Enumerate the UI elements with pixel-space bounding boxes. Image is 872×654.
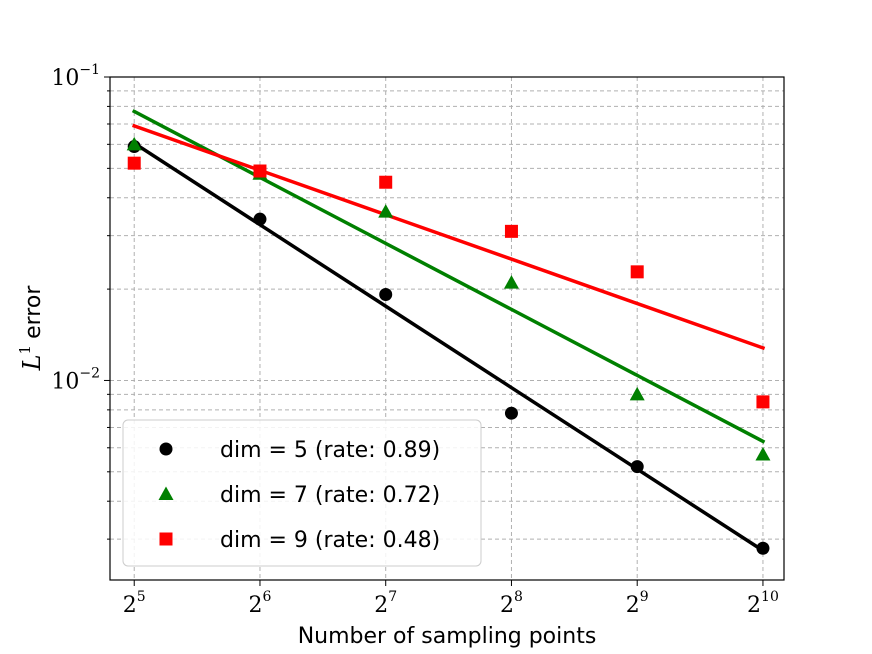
legend-marker-0 xyxy=(159,442,173,456)
legend-marker-2 xyxy=(159,532,173,546)
x-axis-title: Number of sampling points xyxy=(298,624,597,649)
data-point-series-1 xyxy=(378,204,394,218)
fit-line-series-0 xyxy=(131,140,766,554)
y-axis-title: L1 error xyxy=(16,285,46,372)
legend-box xyxy=(122,419,482,567)
data-point-series-2 xyxy=(630,265,644,279)
data-point-series-1 xyxy=(755,447,771,461)
data-point-series-2 xyxy=(756,395,770,409)
y-axis-ticks: 10−1 10−2 xyxy=(51,62,110,540)
legend-label-1: dim = 7 (rate: 0.72) xyxy=(220,483,440,508)
fit-line-series-2 xyxy=(131,123,766,351)
plot-frame xyxy=(109,76,785,581)
x-tick-label: 27 xyxy=(374,589,397,618)
legend-label-2: dim = 9 (rate: 0.48) xyxy=(220,528,440,553)
x-tick-label: 210 xyxy=(747,589,779,618)
x-tick-label: 29 xyxy=(626,589,649,618)
data-point-series-2 xyxy=(253,164,267,178)
data-point-series-1 xyxy=(503,275,519,289)
y-axis-title-base: L xyxy=(18,354,46,371)
fit-line-series-1 xyxy=(131,109,766,444)
svg-text:L1error: L1 error xyxy=(16,285,46,372)
y-tick-label: 10−1 xyxy=(51,62,100,91)
data-point-series-0 xyxy=(253,212,267,226)
data-point-series-2 xyxy=(504,224,518,238)
x-tick-label: 25 xyxy=(123,589,146,618)
data-point-series-1 xyxy=(629,386,645,401)
data-point-series-0 xyxy=(504,406,518,420)
data-markers xyxy=(126,136,771,555)
y-tick-label: 10−2 xyxy=(51,365,100,394)
data-point-series-2 xyxy=(379,175,393,189)
y-axis-title-suffix: error xyxy=(21,285,46,339)
data-point-series-0 xyxy=(630,460,644,474)
legend-marker-1 xyxy=(158,486,174,500)
x-tick-label: 26 xyxy=(249,589,272,618)
data-point-series-0 xyxy=(756,541,770,555)
x-tick-label: 28 xyxy=(500,589,523,618)
x-axis-ticks: 25 26 27 28 29 210 xyxy=(123,580,779,618)
data-point-series-1 xyxy=(126,136,142,151)
legend-label-0: dim = 5 (rate: 0.89) xyxy=(220,438,440,463)
data-point-series-2 xyxy=(127,156,141,170)
fit-lines xyxy=(131,109,766,554)
data-point-series-0 xyxy=(379,287,393,301)
y-axis-title-sup: 1 xyxy=(16,345,34,355)
legend: dim = 5 (rate: 0.89) dim = 7 (rate: 0.72)… xyxy=(122,419,482,567)
